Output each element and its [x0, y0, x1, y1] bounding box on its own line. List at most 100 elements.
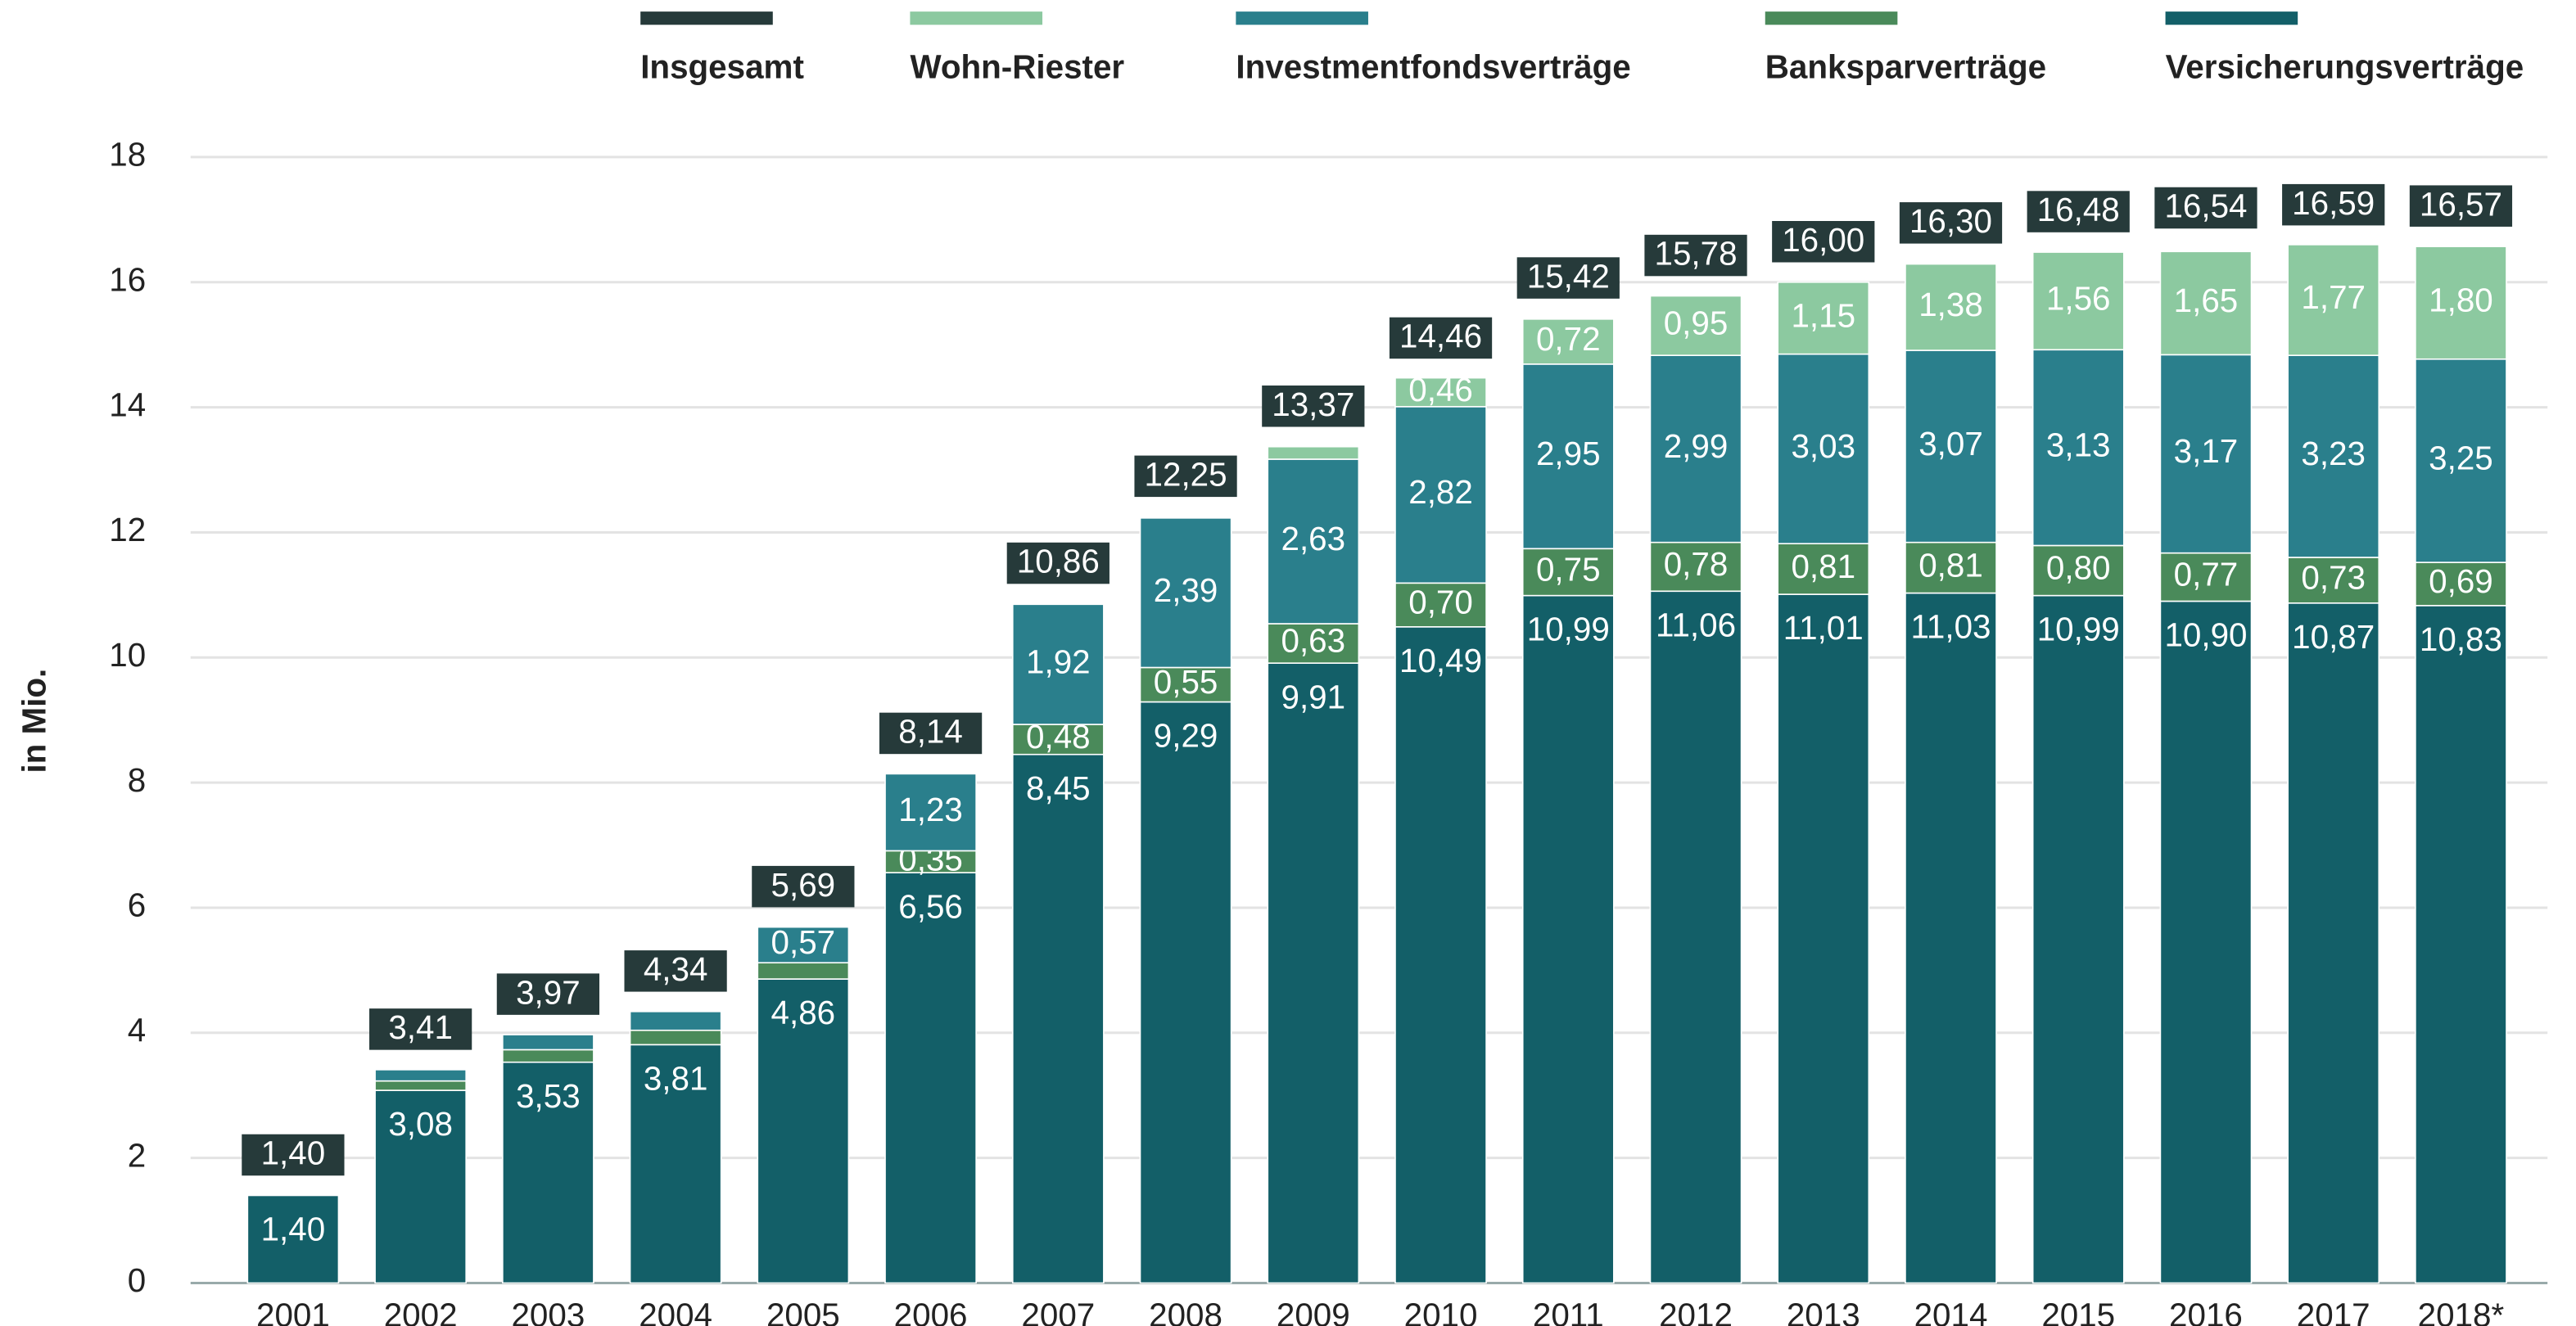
total-box — [1006, 542, 1109, 584]
bar-segment — [502, 1061, 594, 1284]
bar-segment — [2031, 251, 2125, 351]
bar-segment — [1649, 590, 1742, 1284]
bar-segment — [1777, 281, 1870, 355]
bar-segment — [884, 850, 977, 873]
x-tick-label: 2011 — [1533, 1297, 1604, 1326]
total-box — [1516, 257, 1620, 299]
value-label: 4,86 — [771, 994, 836, 1031]
x-tick-label: 2016 — [2169, 1297, 2243, 1326]
bar-segment — [1905, 350, 1997, 543]
total-label: 8,14 — [898, 713, 963, 751]
total-label: 13,37 — [1272, 386, 1354, 423]
value-label: 11,06 — [1656, 606, 1736, 643]
bar-segment — [629, 1029, 722, 1046]
value-label: 1,38 — [1918, 286, 1983, 323]
bar-segment — [374, 1080, 467, 1091]
x-tick-label: 2015 — [2041, 1297, 2115, 1326]
total-box — [2282, 183, 2385, 226]
bar-segment — [1139, 701, 1232, 1284]
bar-segment — [2415, 358, 2507, 563]
bar-segment — [1267, 623, 1360, 664]
value-label: 3,07 — [1918, 425, 1983, 462]
total-box — [242, 1134, 345, 1176]
total-label: 15,78 — [1654, 235, 1737, 273]
x-tick-label: 2007 — [1021, 1297, 1095, 1326]
bar-segment — [2287, 602, 2380, 1284]
value-label: 10,90 — [2164, 616, 2247, 654]
bar-segment — [1777, 353, 1870, 544]
total-label: 15,42 — [1527, 257, 1610, 295]
bar-segment — [1905, 592, 1997, 1284]
total-label: 16,57 — [2420, 185, 2502, 223]
bar-segment — [1267, 662, 1360, 1284]
y-axis-label: in Mio. — [16, 669, 53, 774]
bar-segment — [1521, 363, 1615, 550]
x-tick-label: 2012 — [1659, 1297, 1733, 1326]
total-box — [2409, 185, 2513, 227]
value-label: 1,80 — [2429, 282, 2493, 319]
legend-label: Versicherungsverträge — [2166, 48, 2524, 86]
legend-swatch — [910, 11, 1043, 25]
x-tick-label: 2018* — [2418, 1297, 2505, 1326]
bar-segment — [629, 1011, 722, 1031]
value-label: 0,78 — [1664, 545, 1729, 583]
total-label: 16,30 — [1909, 202, 1992, 240]
y-tick-label: 2 — [128, 1136, 146, 1174]
total-label: 5,69 — [771, 866, 836, 904]
total-label: 12,25 — [1145, 456, 1227, 494]
total-box — [1262, 385, 1365, 427]
x-tick-label: 2003 — [511, 1297, 585, 1326]
value-label: 0,70 — [1408, 584, 1473, 621]
total-box — [1772, 221, 1875, 263]
y-tick-label: 12 — [109, 511, 146, 548]
bar-segment — [2159, 354, 2253, 554]
value-label: 0,73 — [2301, 559, 2366, 597]
value-label: 1,23 — [898, 791, 963, 828]
value-label: 1,92 — [1026, 643, 1091, 680]
y-tick-label: 8 — [128, 761, 146, 799]
bar-segment — [502, 1034, 594, 1051]
bar-segment — [1649, 295, 1742, 356]
value-label: 6,56 — [898, 887, 963, 925]
total-label: 16,59 — [2292, 184, 2375, 222]
total-box — [1134, 455, 1237, 498]
bar-segment — [2159, 600, 2253, 1284]
bar-segment — [2159, 552, 2253, 602]
total-box — [369, 1008, 472, 1050]
x-tick-label: 2005 — [766, 1297, 840, 1326]
value-label: 10,83 — [2420, 620, 2502, 658]
legend-swatch — [1236, 11, 1368, 25]
total-label: 3,41 — [388, 1008, 453, 1046]
value-label: 2,39 — [1154, 571, 1218, 609]
x-tick-label: 2013 — [1787, 1297, 1860, 1326]
bar-segment — [1649, 354, 1742, 543]
value-label: 10,49 — [1399, 642, 1482, 679]
total-label: 4,34 — [644, 950, 708, 988]
legend-label: Insgesamt — [640, 48, 804, 86]
x-tick-label: 2002 — [384, 1297, 458, 1326]
value-label: 2,63 — [1281, 520, 1346, 557]
bar-segment — [1011, 753, 1105, 1284]
bar-segment — [884, 872, 977, 1284]
bar-segment — [1905, 541, 1997, 594]
value-label: 0,81 — [1918, 546, 1983, 584]
bar-segment — [374, 1089, 467, 1284]
total-box — [2027, 191, 2130, 232]
bar-segment — [1777, 543, 1870, 595]
bar-segment — [246, 1194, 340, 1284]
x-tick-label: 2010 — [1404, 1297, 1478, 1326]
x-tick-label: 2014 — [1914, 1297, 1988, 1326]
bar-segment — [1394, 582, 1487, 628]
total-label: 16,48 — [2037, 191, 2120, 228]
value-label: 8,45 — [1026, 769, 1091, 807]
bar-segment — [884, 773, 977, 852]
value-label: 0,95 — [1664, 304, 1729, 342]
value-label: 0,72 — [1536, 320, 1601, 358]
value-label: 10,99 — [1527, 611, 1610, 648]
legend-swatch — [640, 11, 773, 25]
bar-segment — [374, 1069, 467, 1082]
total-label: 10,86 — [1017, 543, 1100, 580]
value-label: 0,77 — [2174, 556, 2239, 593]
value-label: 10,99 — [2037, 611, 2120, 648]
total-box — [1389, 317, 1493, 359]
